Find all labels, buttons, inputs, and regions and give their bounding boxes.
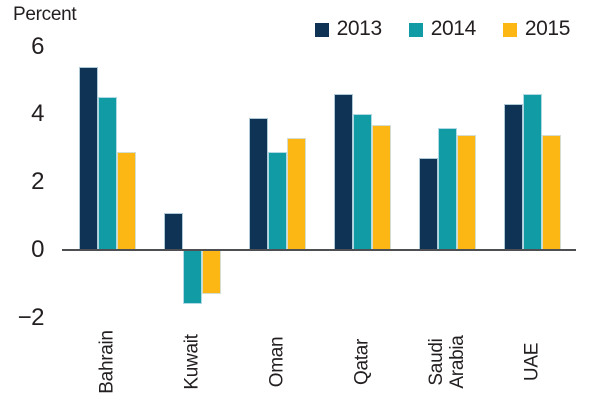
y-tick-label: 2 — [31, 168, 44, 196]
x-category-label-oman: Oman — [266, 336, 288, 388]
legend-item-2014: 2014 — [408, 17, 477, 41]
x-category-label-bahrain: Bahrain — [96, 330, 118, 394]
bar-saudi-arabia-2013 — [418, 158, 438, 250]
x-category-label-saudi-arabia: Saudi Arabia — [426, 335, 468, 389]
bar-uae-2014 — [522, 94, 542, 250]
legend-label: 2014 — [430, 17, 477, 40]
legend-item-2013: 2013 — [314, 17, 383, 41]
x-axis-zero-line — [62, 249, 576, 251]
bar-uae-2013 — [503, 104, 523, 250]
bar-uae-2015 — [541, 134, 561, 250]
bar-qatar-2014 — [352, 114, 372, 250]
bar-bahrain-2014 — [97, 97, 117, 250]
bar-qatar-2015 — [371, 124, 391, 250]
bar-kuwait-2015 — [201, 250, 221, 295]
bar-qatar-2013 — [333, 94, 353, 250]
legend-swatch-icon — [502, 23, 517, 37]
bar-saudi-arabia-2014 — [437, 127, 457, 250]
y-tick-label: 6 — [31, 32, 44, 60]
bar-bahrain-2015 — [116, 151, 136, 250]
bar-oman-2013 — [248, 117, 268, 250]
legend-label: 2013 — [336, 17, 383, 40]
x-category-label-qatar: Qatar — [351, 338, 373, 386]
bar-saudi-arabia-2015 — [456, 134, 476, 250]
x-category-label-uae: UAE — [521, 342, 543, 382]
bar-oman-2014 — [267, 151, 287, 250]
legend-swatch-icon — [408, 23, 423, 37]
legend: 2013 2014 2015 — [314, 17, 571, 41]
y-tick-label: 4 — [31, 100, 44, 128]
legend-label: 2015 — [524, 17, 571, 40]
legend-item-2015: 2015 — [502, 17, 571, 41]
x-category-label-kuwait: Kuwait — [181, 334, 203, 390]
bar-oman-2015 — [286, 138, 306, 250]
y-axis-title: Percent — [13, 4, 77, 25]
legend-swatch-icon — [314, 23, 329, 37]
bar-bahrain-2013 — [78, 66, 98, 250]
bar-kuwait-2014 — [182, 250, 202, 305]
y-tick-label: 0 — [31, 236, 44, 263]
y-tick-label: −2 — [17, 303, 45, 331]
bar-kuwait-2013 — [163, 212, 183, 250]
